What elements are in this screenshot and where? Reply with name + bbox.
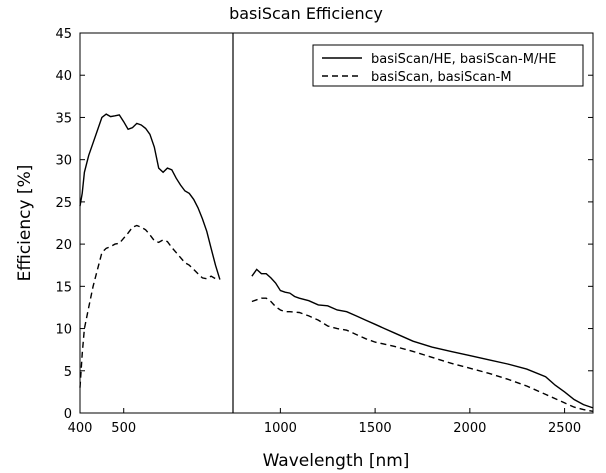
y-tick-label: 45 — [55, 27, 72, 42]
y-axis-label: Efficiency [%] — [15, 165, 35, 282]
y-tick-label: 20 — [55, 238, 72, 253]
series-line-1 — [251, 268, 594, 409]
series-line-2 — [251, 297, 594, 412]
y-tick-label: 15 — [55, 280, 72, 295]
series-line-2 — [79, 224, 216, 388]
y-tick-label: 30 — [55, 154, 72, 169]
x-tick-label: 2000 — [453, 421, 486, 436]
chart-title: basiScan Efficiency — [229, 4, 383, 23]
y-axis-ticks: 0 5 10 15 20 25 30 35 40 45 — [55, 27, 593, 422]
x-tick-label: 1000 — [264, 421, 297, 436]
legend-box — [312, 44, 584, 87]
y-tick-label: 40 — [55, 69, 72, 84]
y-tick-label: 35 — [55, 111, 72, 126]
y-tick-label: 5 — [64, 365, 72, 380]
x-tick-label: 2500 — [548, 421, 581, 436]
x-tick-label: 400 — [68, 421, 93, 436]
x-tick-label: 500 — [111, 421, 136, 436]
legend: basiScan/HE, basiScan-M/HE basiScan, basi… — [312, 44, 584, 87]
y-tick-label: 0 — [64, 407, 72, 422]
legend-label: basiScan/HE, basiScan-M/HE — [371, 52, 556, 67]
plot-frame — [79, 32, 594, 414]
x-axis-label: Wavelength [nm] — [263, 451, 410, 471]
series-lines — [79, 113, 594, 412]
legend-label: basiScan, basiScan-M — [371, 70, 512, 85]
y-tick-label: 25 — [55, 196, 72, 211]
x-axis-ticks: 400 500 1000 1500 2000 2500 — [68, 408, 581, 436]
y-tick-label: 10 — [55, 323, 72, 338]
series-line-1 — [79, 113, 221, 280]
x-tick-label: 1500 — [359, 421, 392, 436]
